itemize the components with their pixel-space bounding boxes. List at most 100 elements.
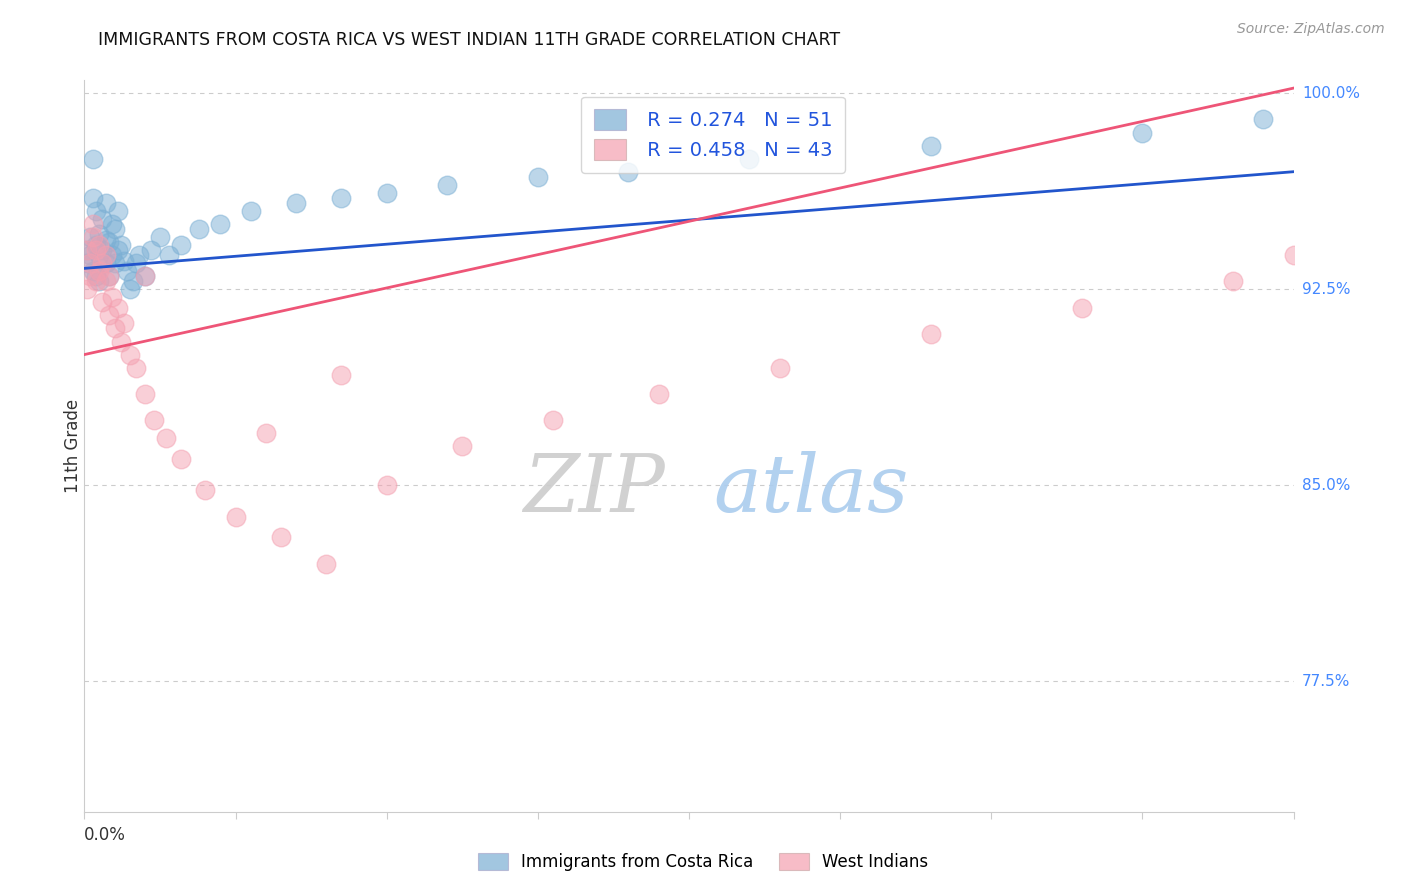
- Text: IMMIGRANTS FROM COSTA RICA VS WEST INDIAN 11TH GRADE CORRELATION CHART: IMMIGRANTS FROM COSTA RICA VS WEST INDIA…: [98, 31, 841, 49]
- Point: [541, 413, 564, 427]
- Point: [436, 178, 458, 192]
- Point: [89, 237, 111, 252]
- Text: 100.0%: 100.0%: [1302, 86, 1360, 101]
- Point: [194, 483, 217, 498]
- Point: [125, 256, 148, 270]
- Point: [125, 360, 148, 375]
- Point: [89, 274, 111, 288]
- Text: Source: ZipAtlas.com: Source: ZipAtlas.com: [1237, 22, 1385, 37]
- Point: [110, 237, 132, 252]
- Point: [142, 413, 165, 427]
- Point: [89, 264, 111, 278]
- Point: [79, 248, 101, 262]
- Point: [86, 269, 108, 284]
- Point: [91, 243, 114, 257]
- Point: [82, 152, 104, 166]
- Point: [617, 164, 640, 178]
- Point: [285, 196, 308, 211]
- Point: [97, 235, 120, 250]
- Point: [82, 191, 104, 205]
- Point: [118, 347, 141, 361]
- Point: [76, 256, 98, 270]
- Point: [225, 509, 247, 524]
- Point: [110, 334, 132, 349]
- Point: [118, 282, 141, 296]
- Point: [94, 256, 117, 270]
- Point: [920, 326, 942, 341]
- Point: [100, 217, 122, 231]
- Point: [134, 386, 156, 401]
- Point: [100, 290, 122, 304]
- Point: [121, 274, 143, 288]
- Point: [79, 256, 101, 270]
- Point: [94, 233, 117, 247]
- Point: [86, 243, 108, 257]
- Y-axis label: 11th Grade: 11th Grade: [65, 399, 82, 493]
- Point: [115, 264, 138, 278]
- Point: [648, 386, 671, 401]
- Point: [104, 256, 127, 270]
- Point: [82, 264, 104, 278]
- Point: [97, 269, 120, 284]
- Point: [97, 269, 120, 284]
- Point: [91, 295, 114, 310]
- Point: [107, 203, 129, 218]
- Text: 92.5%: 92.5%: [1302, 282, 1350, 297]
- Point: [100, 248, 122, 262]
- Text: 0.0%: 0.0%: [84, 826, 127, 845]
- Point: [239, 203, 262, 218]
- Point: [82, 230, 104, 244]
- Point: [209, 217, 232, 231]
- Point: [86, 237, 108, 252]
- Point: [97, 309, 120, 323]
- Point: [1071, 301, 1094, 315]
- Text: 77.5%: 77.5%: [1302, 673, 1350, 689]
- Point: [79, 230, 101, 244]
- Point: [134, 269, 156, 284]
- Point: [375, 186, 398, 200]
- Point: [139, 243, 162, 257]
- Point: [1282, 248, 1305, 262]
- Point: [128, 248, 150, 262]
- Point: [315, 557, 337, 571]
- Point: [79, 269, 101, 284]
- Point: [170, 237, 193, 252]
- Point: [104, 321, 127, 335]
- Point: [270, 531, 292, 545]
- Legend: Immigrants from Costa Rica, West Indians: Immigrants from Costa Rica, West Indians: [470, 845, 936, 880]
- Point: [94, 274, 117, 288]
- Point: [104, 222, 127, 236]
- Point: [170, 452, 193, 467]
- Point: [91, 211, 114, 226]
- Point: [89, 248, 111, 262]
- Point: [134, 269, 156, 284]
- Point: [330, 368, 353, 383]
- Point: [1130, 126, 1153, 140]
- Text: ZIP: ZIP: [523, 451, 665, 529]
- Point: [94, 196, 117, 211]
- Text: 85.0%: 85.0%: [1302, 478, 1350, 492]
- Point: [527, 169, 550, 184]
- Point: [112, 253, 135, 268]
- Point: [330, 191, 353, 205]
- Point: [375, 478, 398, 492]
- Point: [112, 316, 135, 330]
- Point: [1253, 112, 1275, 127]
- Point: [91, 256, 114, 270]
- Point: [89, 227, 111, 242]
- Text: atlas: atlas: [713, 451, 908, 529]
- Point: [86, 203, 108, 218]
- Point: [76, 243, 98, 257]
- Point: [107, 301, 129, 315]
- Point: [76, 282, 98, 296]
- Point: [157, 248, 180, 262]
- Point: [149, 230, 172, 244]
- Point: [107, 243, 129, 257]
- Legend:  R = 0.274   N = 51,  R = 0.458   N = 43: R = 0.274 N = 51, R = 0.458 N = 43: [581, 96, 845, 173]
- Point: [769, 360, 792, 375]
- Point: [1222, 274, 1244, 288]
- Point: [76, 243, 98, 257]
- Point: [94, 248, 117, 262]
- Point: [451, 439, 474, 453]
- Point: [155, 431, 177, 445]
